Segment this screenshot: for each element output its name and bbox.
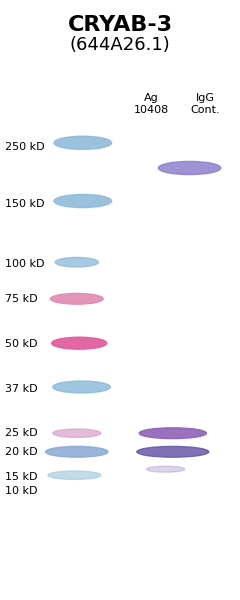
Text: 37 kD: 37 kD: [5, 384, 37, 394]
Text: 50 kD: 50 kD: [5, 340, 37, 349]
Ellipse shape: [54, 136, 112, 149]
Text: (644A26.1): (644A26.1): [70, 36, 170, 54]
Text: 75 kD: 75 kD: [5, 294, 37, 304]
Ellipse shape: [146, 466, 185, 472]
Ellipse shape: [48, 471, 101, 479]
Text: 25 kD: 25 kD: [5, 428, 37, 438]
Text: Ag
10408: Ag 10408: [134, 93, 169, 115]
Text: IgG
Cont.: IgG Cont.: [190, 93, 220, 115]
Ellipse shape: [137, 446, 209, 457]
Ellipse shape: [46, 446, 108, 457]
Ellipse shape: [53, 381, 110, 393]
Text: 250 kD: 250 kD: [5, 142, 44, 152]
Text: CRYAB-3: CRYAB-3: [67, 15, 173, 35]
Ellipse shape: [139, 428, 206, 439]
Text: 150 kD: 150 kD: [5, 199, 44, 209]
Ellipse shape: [52, 337, 107, 349]
Ellipse shape: [55, 257, 98, 267]
Text: 10 kD: 10 kD: [5, 486, 37, 496]
Ellipse shape: [54, 194, 112, 208]
Text: 15 kD: 15 kD: [5, 472, 37, 482]
Text: 20 kD: 20 kD: [5, 448, 37, 457]
Ellipse shape: [50, 293, 103, 304]
Ellipse shape: [53, 429, 101, 437]
Text: 100 kD: 100 kD: [5, 259, 44, 269]
Ellipse shape: [158, 161, 221, 175]
